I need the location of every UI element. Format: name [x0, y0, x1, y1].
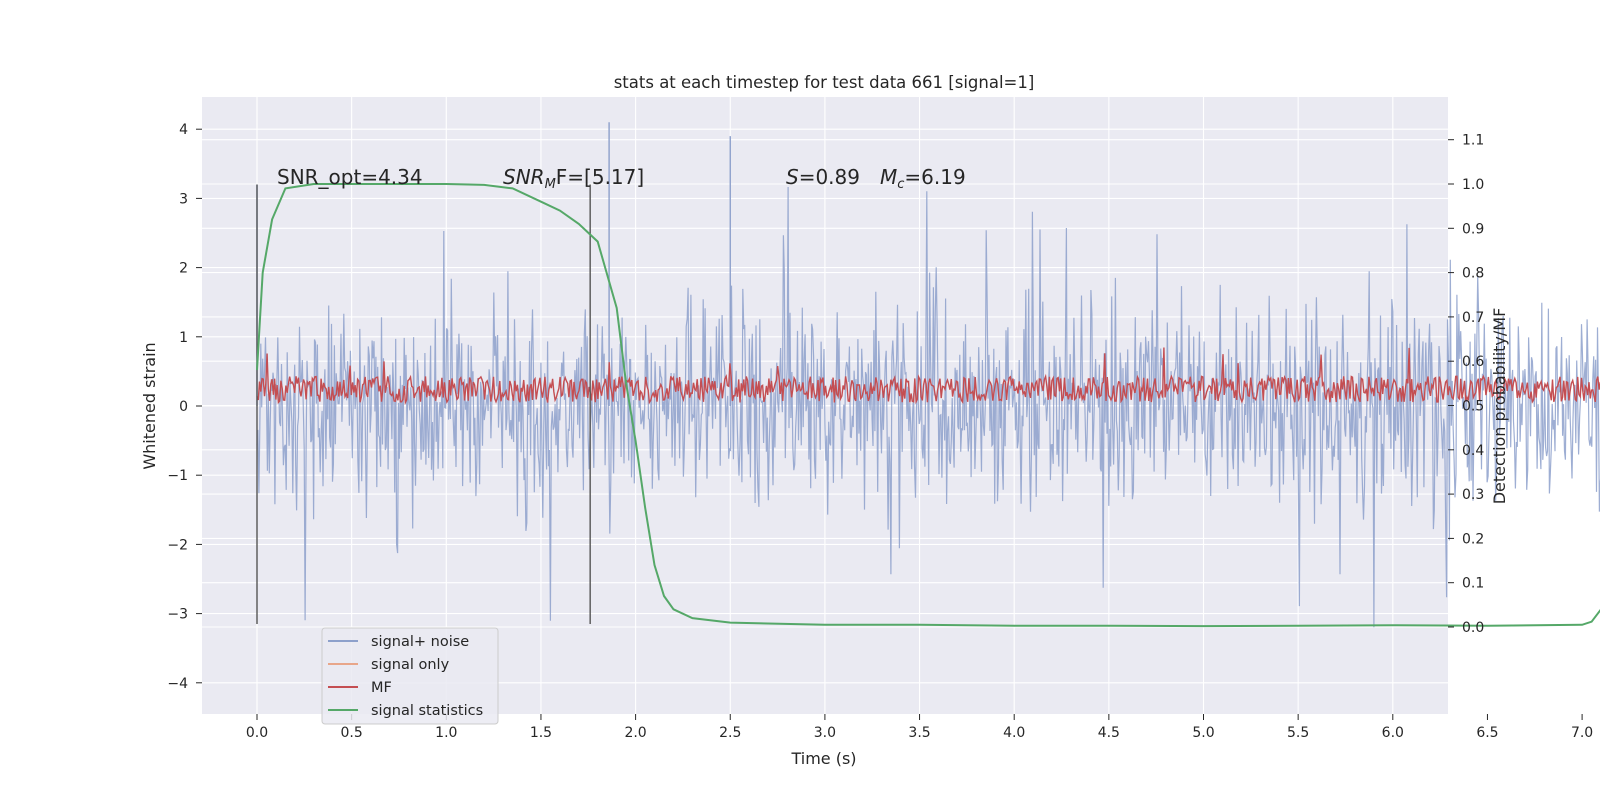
annotation-snr-mf-label: SNR	[503, 165, 545, 189]
y-tick-label: −2	[167, 537, 188, 553]
x-tick-label: 0.0	[246, 725, 268, 741]
annotation-mc-sub: c	[897, 177, 904, 192]
signal-window-lines	[256, 184, 591, 624]
legend-box	[321, 627, 499, 725]
x-tick-label: 5.0	[1192, 725, 1214, 741]
annotation-snr-opt: SNR_opt=4.34	[277, 165, 423, 189]
annotation-s-value: =0.89	[799, 165, 860, 189]
y2-tick-label: 0.1	[1462, 576, 1484, 592]
series-mf	[256, 347, 1600, 406]
legend-label-mf: MF	[371, 680, 392, 696]
grid-lines	[202, 97, 1583, 714]
y2-tick-label: 1.0	[1462, 177, 1484, 193]
x-axis-label: Time (s)	[790, 749, 856, 768]
x-tick-label: 5.5	[1287, 725, 1309, 741]
y-tick-label: −1	[167, 468, 188, 484]
legend-label-signal-statistics: signal statistics	[371, 703, 483, 719]
annotation-snr-mf-sub: M	[545, 177, 556, 192]
y2-tick-label: 0.3	[1462, 487, 1484, 503]
annotation-s: S=0.89	[786, 165, 860, 189]
x-tick-label: 0.5	[341, 725, 363, 741]
y2-axis-label: Detection probability/MF	[1490, 308, 1509, 505]
y-axis-ticks: 4 3 2 1 0 −1 −2 −3 −4	[167, 122, 202, 692]
y-tick-label: 4	[179, 122, 188, 138]
y-tick-label: 3	[179, 191, 188, 207]
y2-tick-label: 0.2	[1462, 531, 1484, 547]
y2-tick-label: 0.7	[1462, 310, 1484, 326]
legend-label-signal-only: signal only	[371, 657, 450, 673]
y-tick-label: −3	[167, 607, 188, 623]
y-tick-label: −4	[167, 676, 188, 692]
annotation-mc: Mc=6.19	[880, 165, 966, 192]
annotation-snr-mf-rest: F=[5.17]	[556, 165, 644, 189]
y2-tick-label: 0.6	[1462, 354, 1484, 370]
annotation-snr-mf: SNRMF=[5.17]	[503, 165, 644, 192]
y2-tick-label: 0.0	[1462, 620, 1484, 636]
y2-tick-label: 0.9	[1462, 221, 1484, 237]
y-tick-label: 2	[179, 261, 188, 277]
y2-axis-ticks: 1.1 1.0 0.9 0.8 0.7 0.6 0.5 0.4 0.3 0.2 0.1 0.0	[1448, 133, 1484, 636]
signal-noise-line	[256, 186, 1600, 628]
x-tick-label: 3.0	[814, 725, 836, 741]
legend-label-signal-noise: signal+ noise	[371, 634, 469, 650]
annotation-mc-label: M	[880, 165, 897, 189]
y-axis-label: Whitened strain	[140, 342, 159, 469]
x-axis-ticks: 0.0 0.5 1.0 1.5 2.0 2.5 3.0 3.5 4.0 4.5 5.0 5.5 6.0 6…	[246, 714, 1593, 741]
legend: signal+ noise signal only MF signal stat…	[321, 627, 499, 725]
y2-tick-label: 0.4	[1462, 443, 1484, 459]
x-tick-label: 1.5	[530, 725, 552, 741]
x-tick-label: 1.0	[435, 725, 457, 741]
x-tick-label: 4.5	[1098, 725, 1120, 741]
series-signal-statistics	[256, 183, 1600, 628]
mf-line	[256, 347, 1600, 406]
chart-title: stats at each timestep for test data 661…	[614, 73, 1035, 92]
y2-tick-label: 0.5	[1462, 399, 1484, 415]
x-tick-label: 3.5	[908, 725, 930, 741]
y2-tick-label: 0.8	[1462, 266, 1484, 282]
x-tick-label: 6.0	[1382, 725, 1404, 741]
y-tick-label: 1	[179, 330, 188, 346]
x-tick-label: 7.0	[1571, 725, 1593, 741]
annotation-mc-value: =6.19	[904, 165, 965, 189]
annotation-s-label: S	[786, 165, 799, 189]
signal-statistics-line	[256, 183, 1600, 628]
x-tick-label: 6.5	[1476, 725, 1498, 741]
x-tick-label: 2.0	[624, 725, 646, 741]
y2-tick-label: 1.1	[1462, 133, 1484, 149]
x-tick-label: 2.5	[719, 725, 741, 741]
x-tick-label: 4.0	[1003, 725, 1025, 741]
y-tick-label: 0	[179, 399, 188, 415]
